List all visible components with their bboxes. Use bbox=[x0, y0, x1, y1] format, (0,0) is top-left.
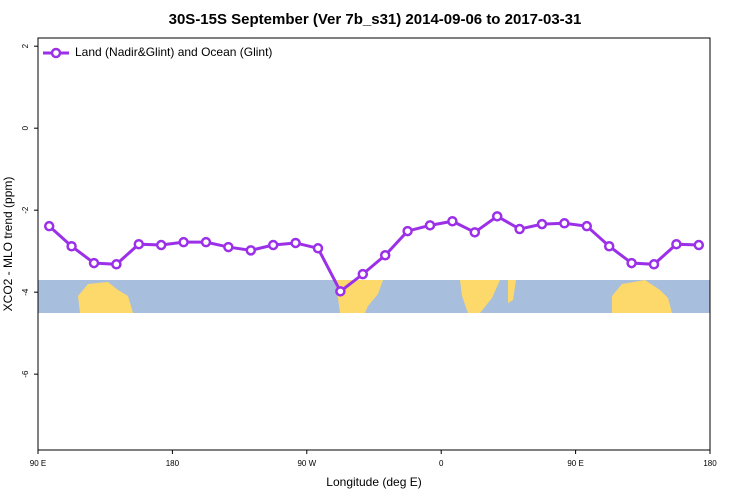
y-tick-label: -2 bbox=[21, 206, 30, 214]
y-tick-label: 0 bbox=[21, 125, 30, 130]
point bbox=[357, 268, 369, 280]
point bbox=[312, 243, 324, 254]
y-axis-label: XCO2 - MLO trend (ppm) bbox=[1, 177, 15, 312]
x-tick-label: 90 W bbox=[297, 459, 316, 468]
point bbox=[581, 220, 593, 232]
point bbox=[335, 286, 346, 297]
point bbox=[379, 250, 391, 261]
legend-marker bbox=[50, 47, 62, 59]
chart-title: 30S-15S September (Ver 7b_s31) 2014-09-0… bbox=[169, 11, 582, 28]
point bbox=[133, 238, 145, 250]
point bbox=[402, 225, 413, 237]
point bbox=[290, 237, 301, 249]
x-tick-label: 90 E bbox=[30, 459, 46, 468]
point bbox=[178, 236, 189, 248]
point bbox=[671, 238, 682, 250]
map-band bbox=[38, 280, 710, 313]
point bbox=[267, 239, 279, 251]
point bbox=[536, 218, 548, 230]
legend-label: Land (Nadir&Glint) and Ocean (Glint) bbox=[75, 45, 272, 59]
x-tick-label: 180 bbox=[703, 459, 717, 468]
point bbox=[223, 241, 234, 253]
y-tick-label: 2 bbox=[21, 43, 30, 48]
point bbox=[424, 220, 436, 231]
x-tick-label: 180 bbox=[166, 459, 180, 468]
point bbox=[626, 257, 637, 269]
point bbox=[491, 211, 503, 222]
point bbox=[88, 257, 100, 269]
y-tick-label: -6 bbox=[21, 370, 30, 378]
point bbox=[559, 218, 570, 229]
point bbox=[200, 236, 212, 248]
x-tick-label: 90 E bbox=[567, 459, 583, 468]
point bbox=[43, 220, 55, 232]
point bbox=[603, 241, 615, 252]
point bbox=[66, 241, 77, 252]
point bbox=[155, 239, 167, 251]
y-tick-label: -4 bbox=[21, 288, 30, 296]
point bbox=[648, 259, 660, 270]
point bbox=[693, 239, 705, 251]
point bbox=[447, 215, 458, 227]
point bbox=[469, 227, 481, 238]
x-axis-label: Longitude (deg E) bbox=[326, 475, 421, 489]
point bbox=[514, 223, 525, 235]
plot-frame bbox=[37, 37, 711, 451]
point bbox=[245, 245, 257, 256]
point bbox=[111, 259, 122, 270]
x-tick-label: 0 bbox=[439, 459, 444, 468]
